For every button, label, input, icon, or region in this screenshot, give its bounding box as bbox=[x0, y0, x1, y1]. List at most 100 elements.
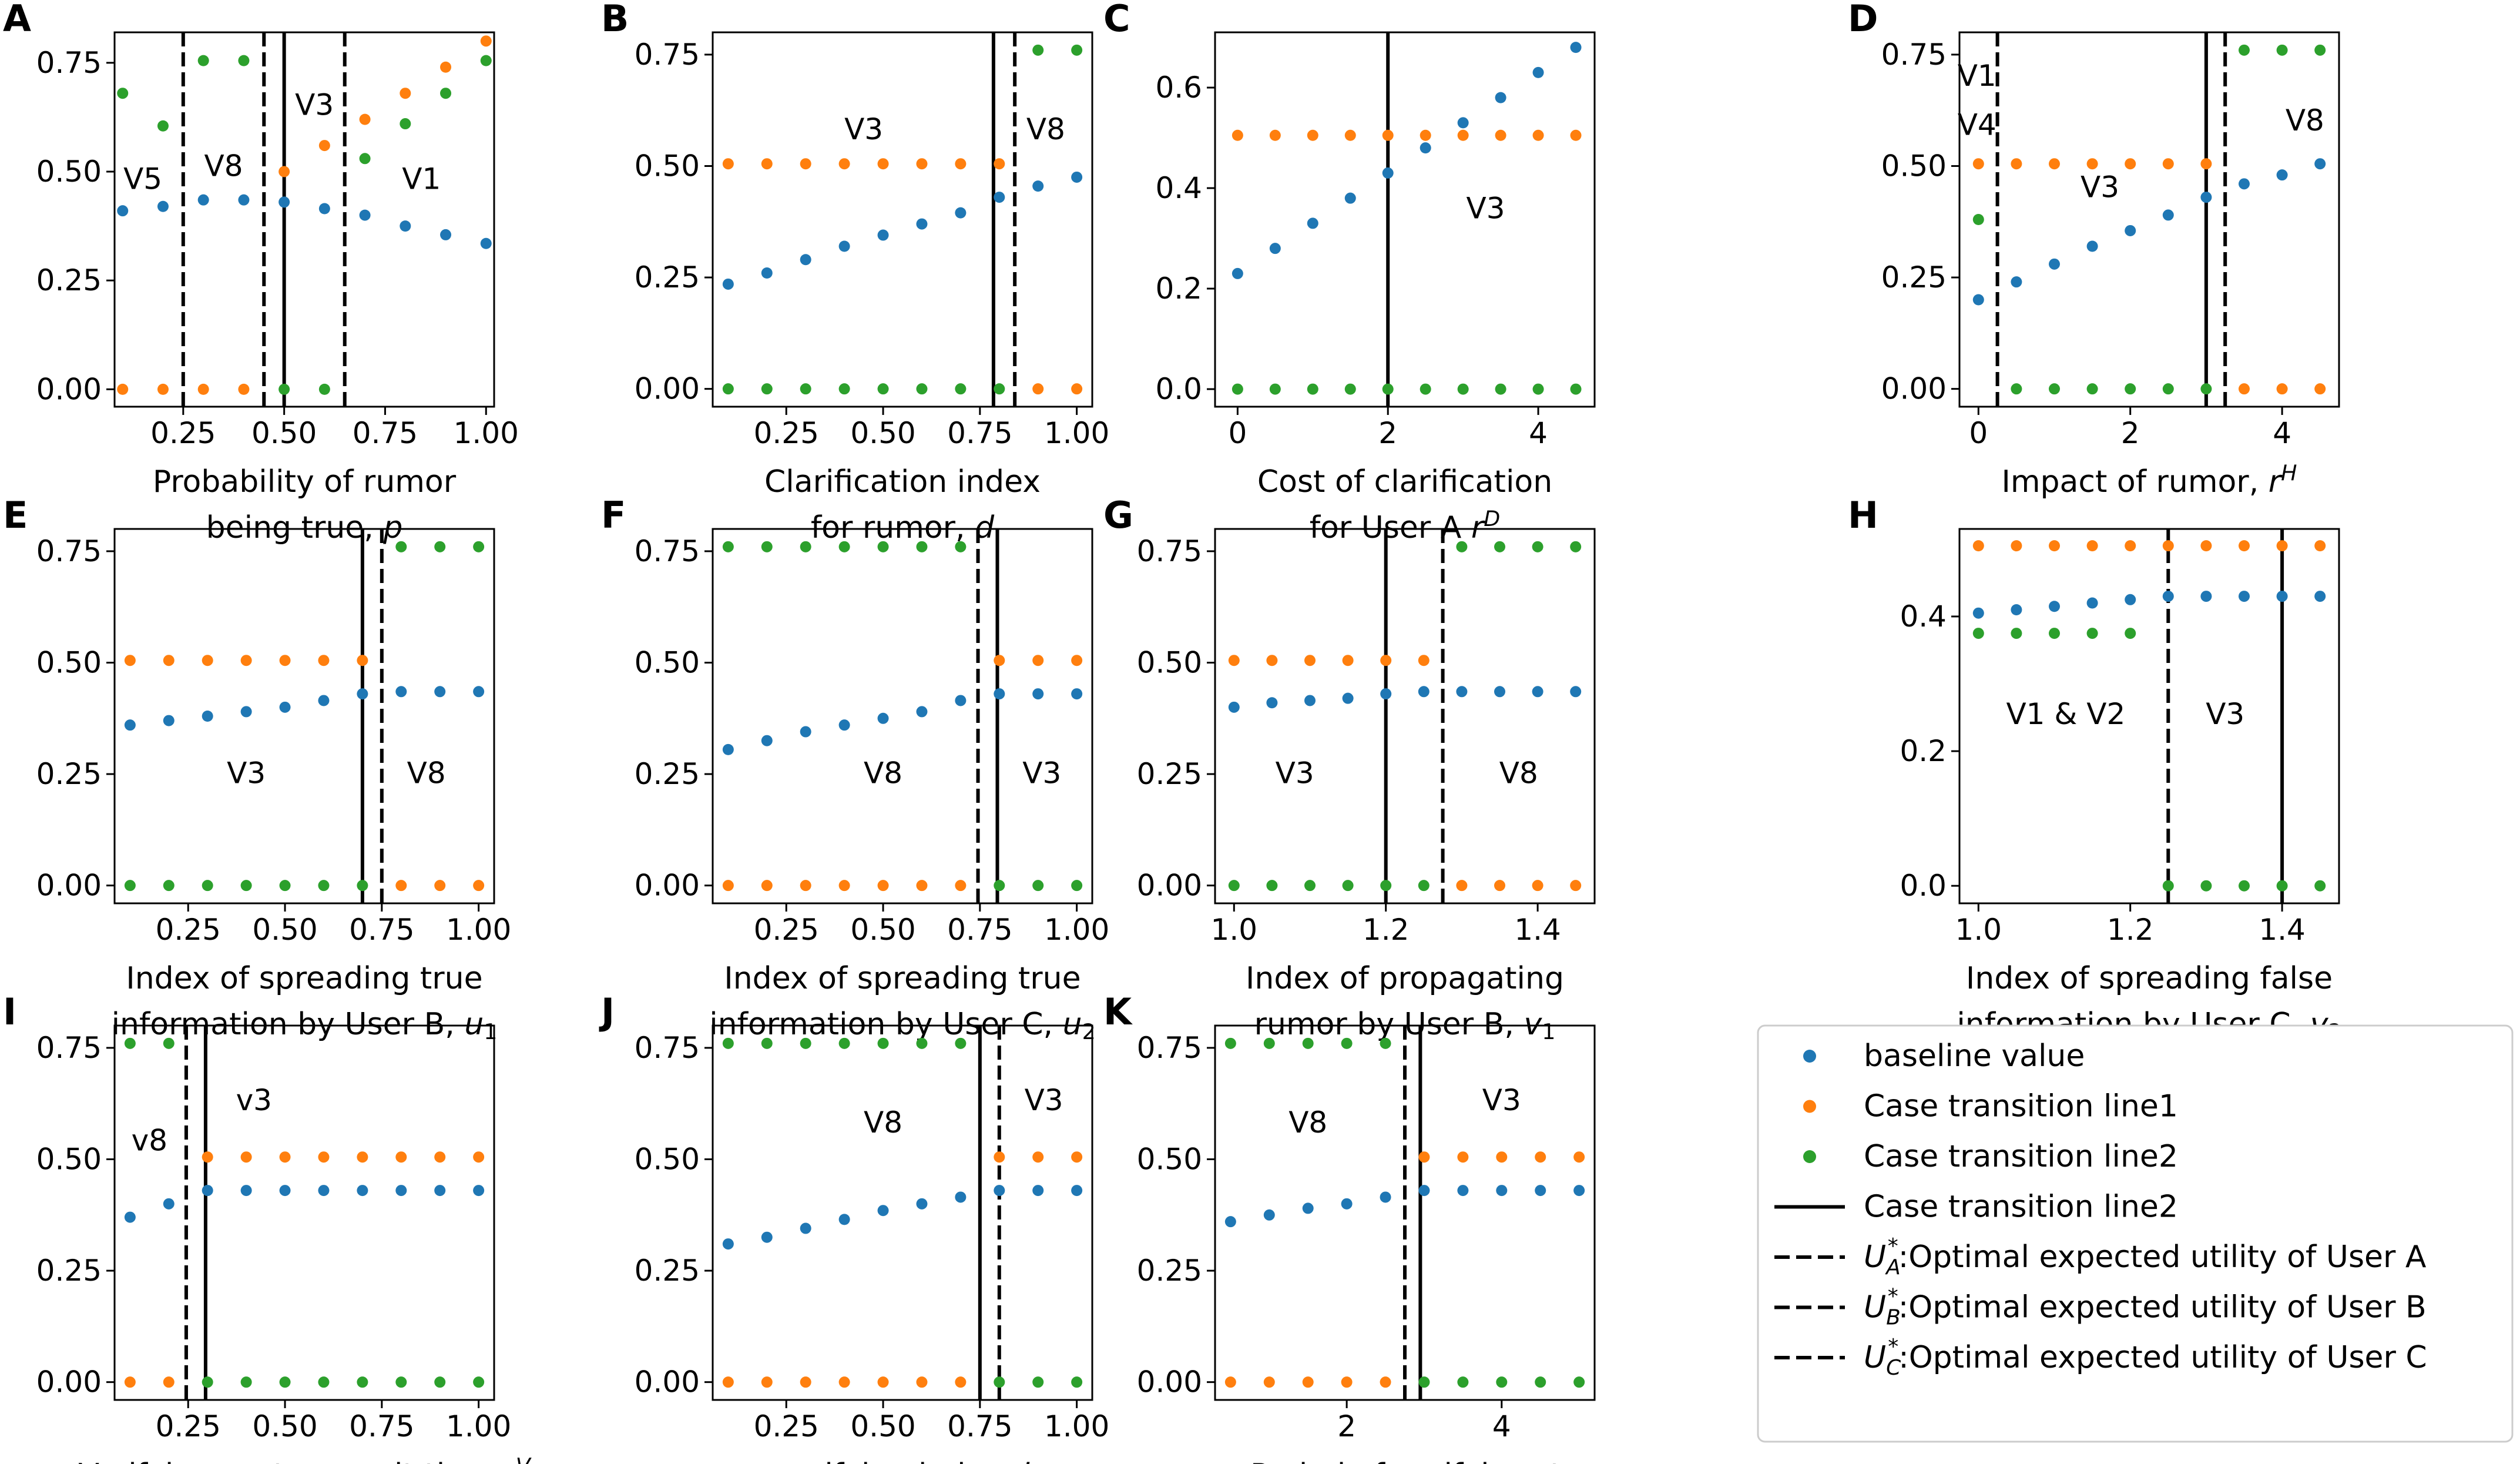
region-label: V8 bbox=[1288, 1105, 1327, 1140]
x-tick-label: 0.50 bbox=[850, 1409, 915, 1443]
point-case-transition-line2 bbox=[2086, 383, 2098, 395]
point-baseline-value bbox=[838, 240, 850, 252]
point-case-transition-line1 bbox=[1071, 655, 1083, 666]
x-tick-label: 4 bbox=[2273, 416, 2291, 450]
y-tick-label: 0.50 bbox=[1137, 1143, 1202, 1177]
point-case-transition-line1 bbox=[1570, 129, 1582, 141]
point-baseline-value bbox=[1342, 692, 1354, 704]
point-case-transition-line2 bbox=[877, 383, 889, 395]
y-tick-label: 0.00 bbox=[635, 869, 700, 903]
point-case-transition-line1 bbox=[1344, 129, 1356, 141]
x-axis-label: Cost of clarification bbox=[1257, 464, 1552, 500]
x-tick-label: 0.75 bbox=[947, 416, 1012, 450]
point-baseline-value bbox=[1535, 1185, 1546, 1197]
legend-symbol-star: * bbox=[1888, 1285, 1898, 1309]
point-baseline-value bbox=[117, 205, 129, 217]
point-baseline-value bbox=[838, 719, 850, 731]
point-case-transition-line2 bbox=[1380, 880, 1392, 892]
point-case-transition-line1 bbox=[359, 113, 371, 125]
x-axis-label: information by User C, u2 bbox=[709, 1007, 1096, 1044]
x-tick-label: 2 bbox=[1378, 416, 1397, 450]
point-baseline-value bbox=[1266, 697, 1278, 709]
axes-frame bbox=[1958, 528, 2340, 904]
point-case-transition-line1 bbox=[1380, 655, 1392, 666]
x-tick-label: 0.50 bbox=[252, 913, 317, 947]
region-label: V3 bbox=[1276, 756, 1314, 790]
point-case-transition-line1 bbox=[800, 880, 811, 892]
x-tick-label: 0.50 bbox=[251, 416, 317, 450]
point-case-transition-line2 bbox=[440, 88, 452, 99]
point-case-transition-line2 bbox=[124, 880, 136, 892]
point-baseline-value bbox=[1071, 688, 1083, 700]
point-case-transition-line1 bbox=[1456, 880, 1468, 892]
point-case-transition-line2 bbox=[1307, 383, 1318, 395]
point-case-transition-line2 bbox=[838, 1037, 850, 1049]
legend-label: baseline value bbox=[1864, 1038, 2085, 1074]
y-tick-label: 0.00 bbox=[1137, 1365, 1202, 1399]
point-baseline-value bbox=[1304, 695, 1316, 706]
point-baseline-value bbox=[838, 1214, 850, 1225]
region-label: V3 bbox=[1467, 191, 1505, 225]
point-case-transition-line1 bbox=[473, 880, 485, 892]
point-case-transition-line1 bbox=[722, 1376, 734, 1388]
legend-item: baseline value bbox=[1803, 1038, 2085, 1074]
point-case-transition-line2 bbox=[357, 1376, 368, 1388]
point-case-transition-line2 bbox=[197, 55, 209, 66]
point-baseline-value bbox=[318, 695, 330, 706]
point-case-transition-line1 bbox=[1228, 655, 1240, 666]
point-case-transition-line1 bbox=[800, 158, 811, 170]
point-baseline-value bbox=[124, 1211, 136, 1223]
x-axis-label: rumor by User B, v1 bbox=[1254, 1007, 1556, 1044]
point-case-transition-line2 bbox=[473, 541, 485, 552]
point-case-transition-line1 bbox=[2049, 540, 2060, 552]
y-tick-label: 0.00 bbox=[36, 1365, 102, 1399]
point-case-transition-line1 bbox=[1418, 655, 1430, 666]
x-tick-label: 0.50 bbox=[252, 1409, 317, 1443]
panel-label: I bbox=[3, 990, 16, 1033]
point-baseline-value bbox=[722, 1238, 734, 1250]
point-case-transition-line2 bbox=[1382, 383, 1394, 395]
point-baseline-value bbox=[1307, 217, 1318, 229]
point-case-transition-line1 bbox=[800, 1376, 811, 1388]
y-tick-label: 0.00 bbox=[36, 372, 102, 406]
y-tick-label: 0.50 bbox=[635, 1143, 700, 1177]
legend-label: UB*:Optimal expected utility of User B bbox=[1864, 1285, 2427, 1330]
legend-marker-dot bbox=[1803, 1150, 1816, 1163]
point-case-transition-line1 bbox=[2200, 158, 2212, 170]
y-tick-label: 0.25 bbox=[36, 1254, 102, 1288]
point-baseline-value bbox=[279, 1185, 291, 1197]
point-baseline-value bbox=[163, 1198, 175, 1210]
point-case-transition-line2 bbox=[2011, 628, 2022, 639]
point-case-transition-line2 bbox=[838, 383, 850, 395]
point-case-transition-line1 bbox=[2086, 158, 2098, 170]
point-baseline-value bbox=[916, 706, 928, 718]
point-case-transition-line2 bbox=[480, 55, 492, 66]
point-case-transition-line2 bbox=[395, 541, 407, 552]
point-case-transition-line2 bbox=[1302, 1037, 1314, 1049]
point-case-transition-line2 bbox=[1535, 1376, 1546, 1388]
region-label: V8 bbox=[1499, 756, 1538, 790]
point-case-transition-line1 bbox=[1224, 1376, 1236, 1388]
point-baseline-value bbox=[202, 711, 213, 722]
x-axis-label-part: Clarification index bbox=[764, 464, 1041, 500]
y-tick-label: 0.75 bbox=[36, 46, 102, 80]
panel-G: G 1.0 1.2 1.4 0.00 0.25 0.50 0.75 V3 V8 Index of p… bbox=[1103, 494, 1596, 1044]
x-axis-label-part: Verifying cost per unit time, bbox=[78, 1458, 503, 1464]
legend-symbol: U bbox=[1864, 1239, 1886, 1275]
point-baseline-value bbox=[1263, 1209, 1275, 1221]
point-baseline-value bbox=[2276, 169, 2288, 181]
point-case-transition-line1 bbox=[1342, 655, 1354, 666]
point-case-transition-line2 bbox=[1380, 1037, 1391, 1049]
y-tick-label: 0.75 bbox=[1881, 38, 1947, 72]
point-case-transition-line2 bbox=[1224, 1037, 1236, 1049]
point-baseline-value bbox=[877, 229, 889, 241]
point-case-transition-line2 bbox=[800, 383, 811, 395]
x-axis-label-part: Impact of rumor, bbox=[2001, 464, 2268, 500]
point-baseline-value bbox=[761, 267, 773, 279]
y-tick-label: 0.50 bbox=[635, 149, 700, 183]
x-axis-label-part: Index of spreading false bbox=[1966, 961, 2333, 996]
x-tick-label: 1.0 bbox=[1211, 913, 1258, 947]
point-case-transition-line2 bbox=[1456, 541, 1468, 552]
